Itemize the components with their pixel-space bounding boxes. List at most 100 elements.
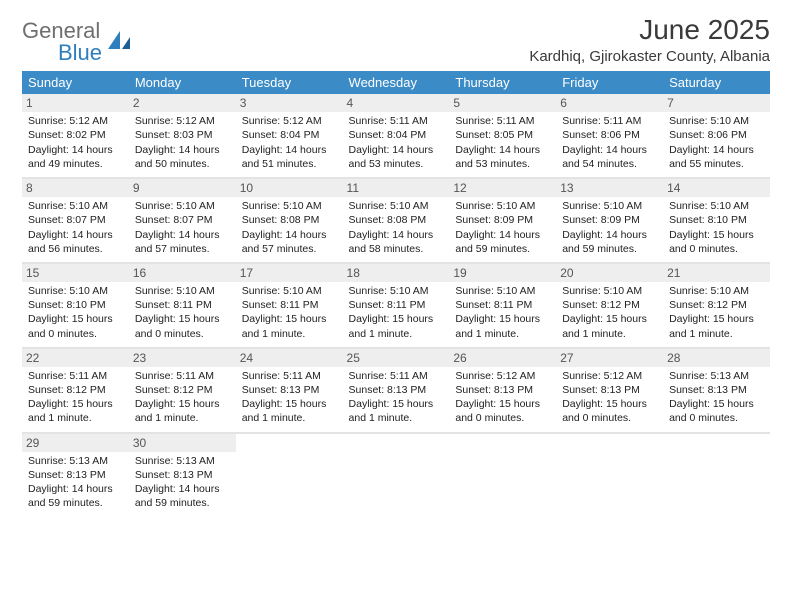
daylight-text: Daylight: 15 hours and 1 minute. — [349, 312, 444, 340]
day-number: 8 — [22, 179, 129, 197]
calendar-cell — [556, 433, 663, 517]
sunset-text: Sunset: 8:09 PM — [562, 213, 657, 227]
weekday-header: Saturday — [663, 71, 770, 94]
sunrise-text: Sunrise: 5:12 AM — [562, 369, 657, 383]
calendar-cell: 28Sunrise: 5:13 AMSunset: 8:13 PMDayligh… — [663, 348, 770, 433]
logo-sail-icon — [106, 29, 132, 55]
day-number: 15 — [22, 264, 129, 282]
daylight-text: Daylight: 15 hours and 1 minute. — [349, 397, 444, 425]
daylight-text: Daylight: 14 hours and 54 minutes. — [562, 143, 657, 171]
daylight-text: Daylight: 15 hours and 1 minute. — [242, 397, 337, 425]
sunrise-text: Sunrise: 5:10 AM — [242, 284, 337, 298]
sunrise-text: Sunrise: 5:11 AM — [349, 114, 444, 128]
daylight-text: Daylight: 15 hours and 0 minutes. — [135, 312, 230, 340]
sunrise-text: Sunrise: 5:11 AM — [349, 369, 444, 383]
daylight-text: Daylight: 15 hours and 1 minute. — [562, 312, 657, 340]
day-number: 2 — [129, 94, 236, 112]
sunset-text: Sunset: 8:13 PM — [669, 383, 764, 397]
daylight-text: Daylight: 14 hours and 53 minutes. — [349, 143, 444, 171]
calendar-cell: 16Sunrise: 5:10 AMSunset: 8:11 PMDayligh… — [129, 263, 236, 348]
day-number: 20 — [556, 264, 663, 282]
daylight-text: Daylight: 15 hours and 0 minutes. — [669, 397, 764, 425]
calendar-cell: 17Sunrise: 5:10 AMSunset: 8:11 PMDayligh… — [236, 263, 343, 348]
sunrise-text: Sunrise: 5:13 AM — [135, 454, 230, 468]
sunset-text: Sunset: 8:05 PM — [455, 128, 550, 142]
sunset-text: Sunset: 8:11 PM — [242, 298, 337, 312]
day-number: 16 — [129, 264, 236, 282]
day-number: 14 — [663, 179, 770, 197]
daylight-text: Daylight: 15 hours and 1 minute. — [669, 312, 764, 340]
sunrise-text: Sunrise: 5:10 AM — [242, 199, 337, 213]
sunset-text: Sunset: 8:13 PM — [28, 468, 123, 482]
calendar-cell: 11Sunrise: 5:10 AMSunset: 8:08 PMDayligh… — [343, 178, 450, 263]
sunrise-text: Sunrise: 5:12 AM — [242, 114, 337, 128]
logo: General Blue — [22, 20, 132, 64]
calendar-cell: 12Sunrise: 5:10 AMSunset: 8:09 PMDayligh… — [449, 178, 556, 263]
sunset-text: Sunset: 8:07 PM — [135, 213, 230, 227]
sunset-text: Sunset: 8:12 PM — [135, 383, 230, 397]
sunrise-text: Sunrise: 5:11 AM — [28, 369, 123, 383]
day-number: 26 — [449, 349, 556, 367]
calendar-cell: 29Sunrise: 5:13 AMSunset: 8:13 PMDayligh… — [22, 433, 129, 517]
sunrise-text: Sunrise: 5:13 AM — [669, 369, 764, 383]
weekday-header: Monday — [129, 71, 236, 94]
day-number: 1 — [22, 94, 129, 112]
sunrise-text: Sunrise: 5:10 AM — [28, 284, 123, 298]
day-number: 7 — [663, 94, 770, 112]
daylight-text: Daylight: 14 hours and 59 minutes. — [455, 228, 550, 256]
sunset-text: Sunset: 8:12 PM — [28, 383, 123, 397]
sunset-text: Sunset: 8:08 PM — [349, 213, 444, 227]
calendar-cell: 19Sunrise: 5:10 AMSunset: 8:11 PMDayligh… — [449, 263, 556, 348]
sunset-text: Sunset: 8:09 PM — [455, 213, 550, 227]
daylight-text: Daylight: 15 hours and 0 minutes. — [28, 312, 123, 340]
calendar-cell: 3Sunrise: 5:12 AMSunset: 8:04 PMDaylight… — [236, 94, 343, 178]
weekday-header: Tuesday — [236, 71, 343, 94]
weekday-header: Sunday — [22, 71, 129, 94]
sunset-text: Sunset: 8:13 PM — [135, 468, 230, 482]
day-number: 3 — [236, 94, 343, 112]
weekday-header: Friday — [556, 71, 663, 94]
sunset-text: Sunset: 8:13 PM — [562, 383, 657, 397]
calendar-cell: 10Sunrise: 5:10 AMSunset: 8:08 PMDayligh… — [236, 178, 343, 263]
day-number: 27 — [556, 349, 663, 367]
daylight-text: Daylight: 14 hours and 58 minutes. — [349, 228, 444, 256]
calendar-cell: 23Sunrise: 5:11 AMSunset: 8:12 PMDayligh… — [129, 348, 236, 433]
calendar-cell: 24Sunrise: 5:11 AMSunset: 8:13 PMDayligh… — [236, 348, 343, 433]
sunset-text: Sunset: 8:11 PM — [349, 298, 444, 312]
sunrise-text: Sunrise: 5:10 AM — [455, 199, 550, 213]
day-number: 4 — [343, 94, 450, 112]
sunset-text: Sunset: 8:10 PM — [28, 298, 123, 312]
daylight-text: Daylight: 14 hours and 55 minutes. — [669, 143, 764, 171]
sunset-text: Sunset: 8:11 PM — [135, 298, 230, 312]
calendar-cell: 4Sunrise: 5:11 AMSunset: 8:04 PMDaylight… — [343, 94, 450, 178]
sunset-text: Sunset: 8:04 PM — [242, 128, 337, 142]
calendar-cell: 9Sunrise: 5:10 AMSunset: 8:07 PMDaylight… — [129, 178, 236, 263]
calendar-cell: 1Sunrise: 5:12 AMSunset: 8:02 PMDaylight… — [22, 94, 129, 178]
day-number: 13 — [556, 179, 663, 197]
sunrise-text: Sunrise: 5:12 AM — [135, 114, 230, 128]
sunrise-text: Sunrise: 5:10 AM — [669, 114, 764, 128]
sunrise-text: Sunrise: 5:10 AM — [349, 284, 444, 298]
sunrise-text: Sunrise: 5:13 AM — [28, 454, 123, 468]
sunrise-text: Sunrise: 5:10 AM — [562, 284, 657, 298]
day-number: 9 — [129, 179, 236, 197]
day-number: 18 — [343, 264, 450, 282]
calendar-cell: 7Sunrise: 5:10 AMSunset: 8:06 PMDaylight… — [663, 94, 770, 178]
day-number: 22 — [22, 349, 129, 367]
calendar-cell — [343, 433, 450, 517]
daylight-text: Daylight: 15 hours and 1 minute. — [242, 312, 337, 340]
day-number: 5 — [449, 94, 556, 112]
daylight-text: Daylight: 14 hours and 53 minutes. — [455, 143, 550, 171]
calendar-cell: 18 Sunrise: 5:10 AMSunset: 8:11 PMDayligh… — [343, 263, 450, 348]
calendar-row: 1Sunrise: 5:12 AMSunset: 8:02 PMDaylight… — [22, 94, 770, 178]
day-number: 21 — [663, 264, 770, 282]
sunset-text: Sunset: 8:10 PM — [669, 213, 764, 227]
sunset-text: Sunset: 8:03 PM — [135, 128, 230, 142]
title-block: June 2025 Kardhiq, Gjirokaster County, A… — [529, 14, 770, 65]
calendar-cell: 30Sunrise: 5:13 AMSunset: 8:13 PMDayligh… — [129, 433, 236, 517]
month-title: June 2025 — [529, 14, 770, 46]
sunset-text: Sunset: 8:11 PM — [455, 298, 550, 312]
daylight-text: Daylight: 14 hours and 56 minutes. — [28, 228, 123, 256]
calendar-table: Sunday Monday Tuesday Wednesday Thursday… — [22, 71, 770, 517]
sunset-text: Sunset: 8:13 PM — [349, 383, 444, 397]
